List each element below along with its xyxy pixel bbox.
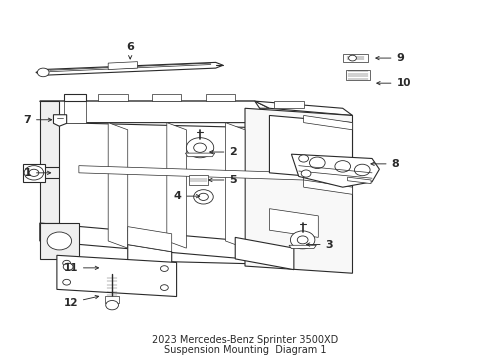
- Text: 2: 2: [210, 147, 237, 157]
- Polygon shape: [57, 255, 176, 297]
- Circle shape: [335, 161, 350, 172]
- Text: 9: 9: [376, 53, 404, 63]
- Circle shape: [63, 279, 71, 285]
- Text: 8: 8: [371, 159, 399, 169]
- Circle shape: [299, 155, 309, 162]
- Polygon shape: [128, 226, 172, 252]
- Polygon shape: [79, 166, 304, 180]
- Polygon shape: [270, 209, 318, 237]
- Circle shape: [301, 170, 311, 177]
- Circle shape: [348, 55, 356, 61]
- Polygon shape: [345, 69, 370, 80]
- Circle shape: [310, 157, 325, 168]
- Polygon shape: [235, 237, 294, 270]
- Polygon shape: [59, 123, 343, 266]
- Polygon shape: [40, 223, 79, 259]
- Circle shape: [297, 236, 308, 244]
- Polygon shape: [98, 94, 128, 101]
- Polygon shape: [304, 180, 352, 194]
- Circle shape: [37, 68, 49, 77]
- Text: 5: 5: [209, 175, 237, 185]
- Polygon shape: [274, 101, 304, 108]
- Text: Suspension Mounting  Diagram 1: Suspension Mounting Diagram 1: [164, 345, 326, 355]
- Text: 4: 4: [173, 191, 200, 201]
- Polygon shape: [270, 116, 352, 180]
- Text: 1: 1: [23, 168, 50, 178]
- Polygon shape: [289, 245, 317, 248]
- Polygon shape: [23, 164, 45, 182]
- Circle shape: [198, 193, 208, 201]
- Circle shape: [194, 190, 213, 204]
- Polygon shape: [64, 101, 86, 123]
- Circle shape: [24, 166, 44, 180]
- Polygon shape: [245, 108, 352, 273]
- Polygon shape: [255, 101, 352, 116]
- Polygon shape: [206, 94, 235, 101]
- Polygon shape: [292, 154, 379, 187]
- Circle shape: [291, 231, 315, 249]
- Polygon shape: [64, 94, 86, 101]
- Polygon shape: [53, 115, 67, 126]
- Polygon shape: [40, 101, 270, 123]
- Text: 2023 Mercedes-Benz Sprinter 3500XD: 2023 Mercedes-Benz Sprinter 3500XD: [152, 334, 338, 345]
- Circle shape: [160, 266, 168, 271]
- Text: 7: 7: [23, 115, 51, 125]
- Polygon shape: [167, 123, 186, 248]
- Polygon shape: [105, 296, 119, 303]
- Polygon shape: [343, 54, 368, 62]
- Polygon shape: [40, 223, 245, 259]
- Polygon shape: [36, 62, 223, 75]
- Text: 12: 12: [63, 296, 98, 308]
- Polygon shape: [40, 101, 270, 108]
- Circle shape: [194, 143, 206, 152]
- Text: 3: 3: [306, 239, 333, 249]
- Polygon shape: [152, 94, 181, 101]
- Polygon shape: [108, 123, 128, 248]
- Circle shape: [63, 260, 71, 266]
- Circle shape: [63, 263, 73, 270]
- Polygon shape: [189, 175, 208, 185]
- Circle shape: [186, 138, 214, 158]
- Polygon shape: [108, 62, 138, 69]
- Text: 11: 11: [63, 263, 98, 273]
- Polygon shape: [128, 244, 172, 284]
- Polygon shape: [40, 101, 59, 223]
- Text: 6: 6: [126, 42, 134, 59]
- Polygon shape: [225, 123, 245, 248]
- Circle shape: [160, 285, 168, 291]
- Circle shape: [47, 232, 72, 250]
- Polygon shape: [185, 153, 215, 157]
- Polygon shape: [304, 116, 352, 130]
- Circle shape: [29, 169, 39, 176]
- Text: 10: 10: [377, 78, 411, 88]
- Polygon shape: [347, 177, 371, 184]
- Circle shape: [106, 301, 119, 310]
- Circle shape: [354, 164, 370, 176]
